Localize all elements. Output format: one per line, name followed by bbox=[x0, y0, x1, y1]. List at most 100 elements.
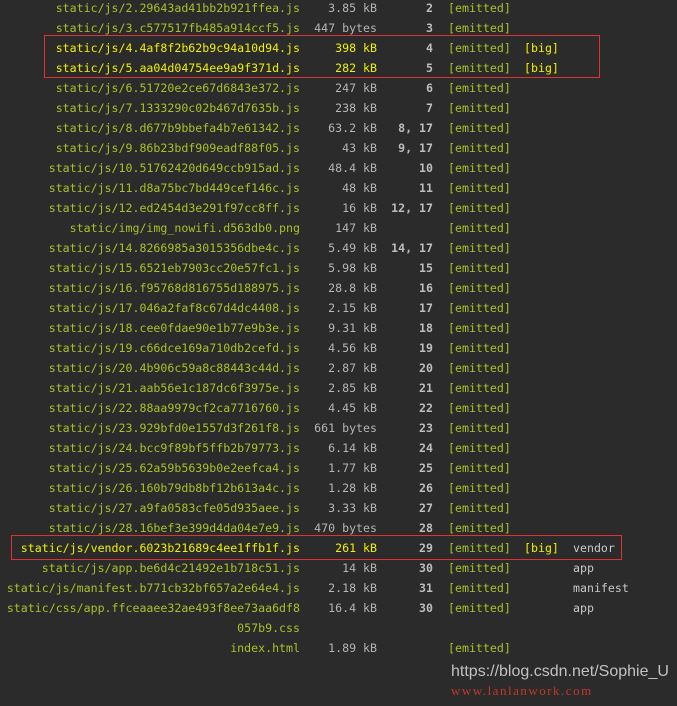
asset-file-name: static/js/18.cee0fdae90e1b77e9b3e.js bbox=[48, 321, 300, 335]
asset-status: [emitted] bbox=[448, 501, 511, 515]
asset-big-flag: [big] bbox=[524, 61, 559, 75]
asset-status: [emitted] bbox=[448, 1, 511, 15]
asset-status: [emitted] bbox=[448, 381, 511, 395]
asset-size: 48.4 kB bbox=[328, 161, 377, 175]
asset-row: static/js/8.d677b9bbefa4b7e61342.js 63.2 … bbox=[0, 118, 677, 138]
asset-status: [emitted] bbox=[448, 421, 511, 435]
asset-chunks: 4 bbox=[426, 41, 433, 55]
asset-file-name: static/js/app.be6d4c21492e1b718c51.js bbox=[41, 561, 300, 575]
asset-status: [emitted] bbox=[448, 401, 511, 415]
asset-file-name: static/js/27.a9fa0583cfe05d935aee.js bbox=[48, 501, 300, 515]
asset-row: static/js/5.aa04d04754ee9a9f371d.js 282 k… bbox=[0, 58, 677, 78]
asset-chunks: 2 bbox=[426, 1, 433, 15]
asset-chunks: 3 bbox=[426, 21, 433, 35]
asset-size: 2.85 kB bbox=[328, 381, 377, 395]
asset-row: static/js/23.929bfd0e1557d3f261f8.js 661 … bbox=[0, 418, 677, 438]
asset-file-name: static/js/4.4af8f2b62b9c94a10d94.js bbox=[55, 41, 300, 55]
asset-row: static/js/22.88aa9979cf2ca7716760.js 4.45… bbox=[0, 398, 677, 418]
asset-size: 16.4 kB bbox=[328, 601, 377, 615]
asset-size: 261 kB bbox=[335, 541, 377, 555]
asset-status: [emitted] bbox=[448, 441, 511, 455]
asset-size: 16 kB bbox=[342, 201, 377, 215]
asset-big-flag: [big] bbox=[524, 541, 559, 555]
asset-status: [emitted] bbox=[448, 201, 511, 215]
asset-file-name: static/js/2.29643ad41bb2b921ffea.js bbox=[55, 1, 300, 15]
asset-size: 14 kB bbox=[342, 561, 377, 575]
asset-status: [emitted] bbox=[448, 21, 511, 35]
asset-chunk-name: app bbox=[573, 601, 594, 615]
asset-size: 238 kB bbox=[335, 101, 377, 115]
asset-status: [emitted] bbox=[448, 301, 511, 315]
asset-row: static/js/11.d8a75bc7bd449cef146c.js 48 k… bbox=[0, 178, 677, 198]
asset-size: 6.14 kB bbox=[328, 441, 377, 455]
asset-size: 4.56 kB bbox=[328, 341, 377, 355]
asset-status: [emitted] bbox=[448, 181, 511, 195]
asset-file-name: static/img/img_nowifi.d563db0.png bbox=[69, 221, 300, 235]
asset-status: [emitted] bbox=[448, 601, 511, 615]
asset-chunks: 19 bbox=[419, 341, 433, 355]
asset-chunks: 7 bbox=[426, 101, 433, 115]
asset-row: static/js/18.cee0fdae90e1b77e9b3e.js 9.31… bbox=[0, 318, 677, 338]
asset-size: 1.28 kB bbox=[328, 481, 377, 495]
asset-size: 282 kB bbox=[335, 61, 377, 75]
asset-size: 3.33 kB bbox=[328, 501, 377, 515]
asset-size: 247 kB bbox=[335, 81, 377, 95]
watermark-blog: https://blog.csdn.net/Sophie_U bbox=[451, 663, 669, 680]
asset-chunks: 5 bbox=[426, 61, 433, 75]
asset-file-name: static/js/11.d8a75bc7bd449cef146c.js bbox=[48, 181, 300, 195]
asset-size: 4.45 kB bbox=[328, 401, 377, 415]
asset-file-name: static/js/9.86b23bdf909eadf88f05.js bbox=[55, 141, 300, 155]
asset-chunks: 9, 17 bbox=[398, 141, 433, 155]
asset-size: 147 kB bbox=[335, 221, 377, 235]
asset-status: [emitted] bbox=[448, 241, 511, 255]
asset-file-name: static/js/22.88aa9979cf2ca7716760.js bbox=[48, 401, 300, 415]
asset-status: [emitted] bbox=[448, 341, 511, 355]
asset-status: [emitted] bbox=[448, 361, 511, 375]
asset-status: [emitted] bbox=[448, 561, 511, 575]
asset-file-name: static/js/6.51720e2ce67d6843e372.js bbox=[55, 81, 300, 95]
watermark: https://blog.csdn.net/Sophie_U www.lanla… bbox=[0, 658, 677, 706]
asset-row: static/js/12.ed2454d3e291f97cc8ff.js 16 k… bbox=[0, 198, 677, 218]
asset-file-name: static/js/28.16bef3e399d4da04e7e9.js bbox=[48, 521, 300, 535]
asset-size: 5.98 kB bbox=[328, 261, 377, 275]
asset-file-name: static/js/16.f95768d816755d188975.js bbox=[48, 281, 300, 295]
asset-size: 2.18 kB bbox=[328, 581, 377, 595]
asset-chunks: 20 bbox=[419, 361, 433, 375]
asset-size: 28.8 kB bbox=[328, 281, 377, 295]
asset-row: static/js/9.86b23bdf909eadf88f05.js 43 kB… bbox=[0, 138, 677, 158]
asset-status: [emitted] bbox=[448, 161, 511, 175]
asset-chunks: 24 bbox=[419, 441, 433, 455]
asset-file-name: static/js/3.c577517fb485a914ccf5.js bbox=[55, 21, 300, 35]
asset-file-name: static/js/25.62a59b5639b0e2eefca4.js bbox=[48, 461, 300, 475]
watermark-site: www.lanlanwork.com bbox=[451, 683, 593, 698]
asset-chunks: 10 bbox=[419, 161, 433, 175]
asset-file-name: static/js/manifest.b771cb32bf657a2e64e4.… bbox=[6, 581, 300, 595]
asset-file-name: static/js/21.aab56e1c187dc6f3975e.js bbox=[48, 381, 300, 395]
asset-file-name: static/js/8.d677b9bbefa4b7e61342.js bbox=[55, 121, 300, 135]
asset-file-name: static/js/20.4b906c59a8c88443c44d.js bbox=[48, 361, 300, 375]
asset-chunks: 29 bbox=[419, 541, 433, 555]
asset-row: static/js/19.c66dce169a710db2cefd.js 4.56… bbox=[0, 338, 677, 358]
asset-row: static/js/3.c577517fb485a914ccf5.js 447 b… bbox=[0, 18, 677, 38]
asset-row: static/js/app.be6d4c21492e1b718c51.js 14 … bbox=[0, 558, 677, 578]
asset-chunks: 14, 17 bbox=[391, 241, 433, 255]
asset-row: static/img/img_nowifi.d563db0.png 147 kB [… bbox=[0, 218, 677, 238]
asset-row: index.html 1.89 kB [emitted] bbox=[0, 638, 677, 658]
asset-status: [emitted] bbox=[448, 261, 511, 275]
asset-row: static/js/10.51762420d649ccb915ad.js 48.4… bbox=[0, 158, 677, 178]
asset-chunks: 28 bbox=[419, 521, 433, 535]
asset-file-name: static/js/24.bcc9f89bf5ffb2b79773.js bbox=[48, 441, 300, 455]
asset-file-name: static/js/7.1333290c02b467d7635b.js bbox=[55, 101, 300, 115]
asset-chunks: 27 bbox=[419, 501, 433, 515]
asset-size: 9.31 kB bbox=[328, 321, 377, 335]
asset-status: [emitted] bbox=[448, 121, 511, 135]
asset-file-name: static/js/vendor.6023b21689c4ee1ffb1f.js bbox=[20, 541, 300, 555]
asset-file-name: static/js/26.160b79db8bf12b613a4c.js bbox=[48, 481, 300, 495]
asset-file-name: static/js/12.ed2454d3e291f97cc8ff.js bbox=[48, 201, 300, 215]
asset-chunks: 25 bbox=[419, 461, 433, 475]
asset-size: 447 bytes bbox=[314, 21, 377, 35]
asset-size: 2.15 kB bbox=[328, 301, 377, 315]
asset-file-name: static/js/10.51762420d649ccb915ad.js bbox=[48, 161, 300, 175]
asset-file-name: static/css/app.ffceaaee32ae493f8ee73aa6d… bbox=[6, 601, 300, 635]
asset-chunks: 6 bbox=[426, 81, 433, 95]
